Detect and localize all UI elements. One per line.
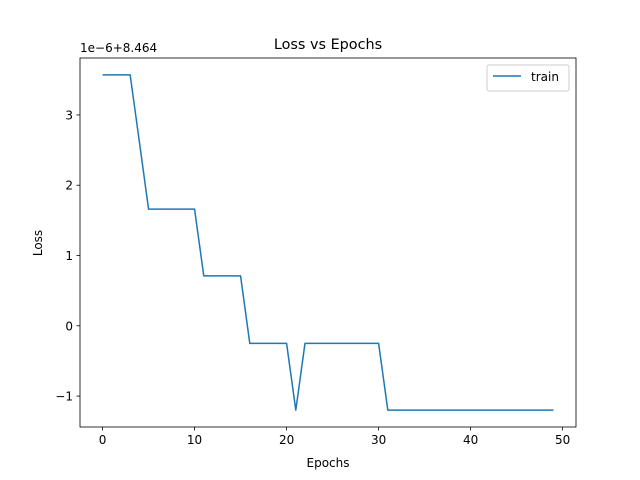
x-tick-label: 50 [555,433,570,447]
x-tick-label: 10 [187,433,202,447]
x-tick-label: 0 [99,433,107,447]
series-line-train [102,74,554,411]
x-tick-label: 40 [463,433,478,447]
legend: train [486,64,570,92]
legend-box [486,64,570,92]
y-tick-label: 2 [65,179,73,193]
x-tick-label: 30 [371,433,386,447]
y-tick-label: 1 [65,249,73,263]
legend-label-train: train [531,70,559,84]
y-tick-label: −1 [55,390,73,404]
chart-title: Loss vs Epochs [274,37,382,53]
y-tick-label: 0 [65,319,73,333]
y-tick-label: 3 [65,108,73,122]
x-axis-label: Epochs [307,456,350,470]
x-tick-label: 20 [279,433,294,447]
plot-area: 0 10 20 30 40 50 −1 0 1 2 3 [55,74,570,447]
axes-frame [79,57,577,428]
y-axis-label: Loss [31,230,45,256]
y-offset-label: 1e−6+8.464 [80,41,157,55]
